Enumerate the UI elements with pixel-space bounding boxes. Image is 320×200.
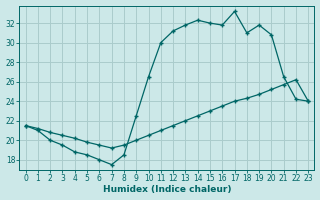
X-axis label: Humidex (Indice chaleur): Humidex (Indice chaleur) — [103, 185, 231, 194]
